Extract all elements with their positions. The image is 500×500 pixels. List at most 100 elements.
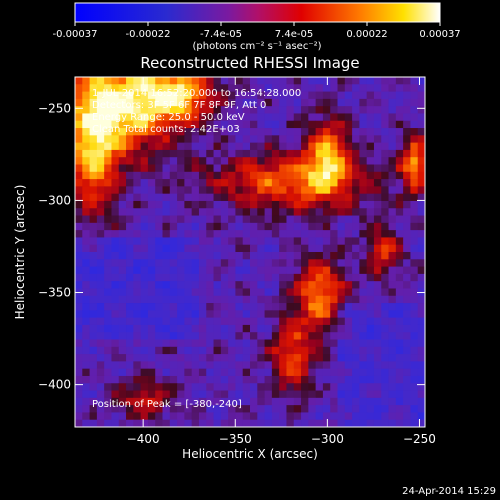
heatmap-cell [177, 419, 185, 427]
heatmap-cell [206, 237, 214, 246]
heatmap-cell [104, 157, 112, 165]
heatmap-cell [177, 149, 185, 158]
heatmap-cell [177, 266, 185, 275]
heatmap-cell [417, 179, 425, 187]
heatmap-cell [220, 339, 229, 348]
heatmap-cell [228, 186, 236, 195]
heatmap-cell [417, 171, 425, 180]
colorbar-tick-label: 7.4e-05 [275, 29, 313, 40]
heatmap-cell [133, 84, 142, 92]
heatmap-cell [155, 237, 163, 246]
heatmap-cell [220, 310, 229, 319]
heatmap-cell [330, 310, 338, 319]
heatmap-cell [169, 310, 178, 319]
heatmap-cell [96, 361, 105, 370]
heatmap-cell [140, 179, 149, 187]
heatmap-cell [169, 273, 178, 282]
heatmap-cell [417, 419, 425, 427]
heatmap-cell [322, 390, 331, 399]
heatmap-cell [198, 419, 207, 427]
heatmap-cell [257, 419, 265, 427]
heatmap-cell [315, 281, 324, 289]
heatmap-cell [206, 215, 214, 224]
heatmap-cell [264, 149, 273, 158]
heatmap-cell [381, 230, 389, 238]
heatmap-cell [235, 91, 244, 100]
heatmap-cell [301, 266, 309, 275]
heatmap-cell [271, 135, 280, 144]
heatmap-cell [96, 84, 105, 92]
heatmap-cell [352, 266, 360, 275]
heatmap-cell [162, 91, 171, 100]
heatmap-cell [162, 149, 171, 158]
heatmap-cell [322, 222, 331, 231]
heatmap-cell [264, 106, 273, 114]
heatmap-cell [206, 113, 214, 122]
heatmap-cell [206, 361, 214, 370]
heatmap-cell [96, 135, 105, 144]
heatmap-cell [410, 200, 419, 209]
heatmap-cell [235, 179, 244, 187]
heatmap-cell [242, 120, 251, 129]
heatmap-cell [228, 149, 236, 158]
heatmap-cell [133, 310, 142, 319]
heatmap-cell [235, 375, 244, 384]
heatmap-cell [133, 295, 142, 304]
heatmap-cell [264, 98, 273, 107]
heatmap-cell [279, 113, 287, 122]
heatmap-cell [177, 135, 185, 144]
heatmap-cell [198, 295, 207, 304]
heatmap-cell [388, 354, 397, 362]
heatmap-cell [286, 273, 295, 282]
heatmap-cell [89, 113, 98, 122]
heatmap-cell [104, 324, 112, 333]
heatmap-cell [344, 208, 353, 216]
heatmap-cell [359, 397, 368, 406]
heatmap-cell [213, 288, 222, 297]
heatmap-cell [395, 215, 404, 224]
heatmap-cell [242, 339, 251, 348]
heatmap-cell [257, 149, 265, 158]
y-tick-label: −250 [38, 101, 71, 115]
heatmap-cell [111, 244, 120, 253]
heatmap-cell [293, 354, 302, 362]
heatmap-cell [359, 383, 368, 391]
heatmap-cell [301, 383, 309, 391]
heatmap-cell [322, 375, 331, 384]
heatmap-cell [373, 405, 382, 413]
heatmap-cell [118, 266, 127, 275]
heatmap-cell [96, 412, 105, 421]
heatmap-cell [301, 412, 309, 421]
heatmap-cell [126, 375, 134, 384]
heatmap-cell [279, 295, 287, 304]
heatmap-cell [228, 324, 236, 333]
heatmap-cell [155, 222, 163, 231]
heatmap-cell [388, 113, 397, 122]
heatmap-cell [242, 266, 251, 275]
heatmap-cell [381, 128, 389, 136]
heatmap-cell [264, 412, 273, 421]
heatmap-cell [322, 208, 331, 216]
heatmap-cell [198, 252, 207, 260]
heatmap-cell [75, 193, 83, 202]
heatmap-cell [381, 405, 389, 413]
heatmap-cell [177, 142, 185, 151]
heatmap-cell [82, 149, 90, 158]
heatmap-cell [271, 339, 280, 348]
heatmap-cell [293, 113, 302, 122]
heatmap-cell [257, 98, 265, 107]
heatmap-cell [293, 106, 302, 114]
heatmap-cell [133, 164, 142, 173]
heatmap-cell [388, 383, 397, 391]
heatmap-cell [330, 375, 338, 384]
heatmap-cell [352, 142, 360, 151]
heatmap-cell [140, 128, 149, 136]
heatmap-cell [140, 419, 149, 427]
heatmap-cell [352, 419, 360, 427]
heatmap-cell [147, 193, 156, 202]
heatmap-cell [126, 288, 134, 297]
heatmap-cell [228, 84, 236, 92]
heatmap-cell [198, 128, 207, 136]
heatmap-cell [301, 317, 309, 326]
colorbar-tick-label: -0.00022 [126, 29, 171, 40]
